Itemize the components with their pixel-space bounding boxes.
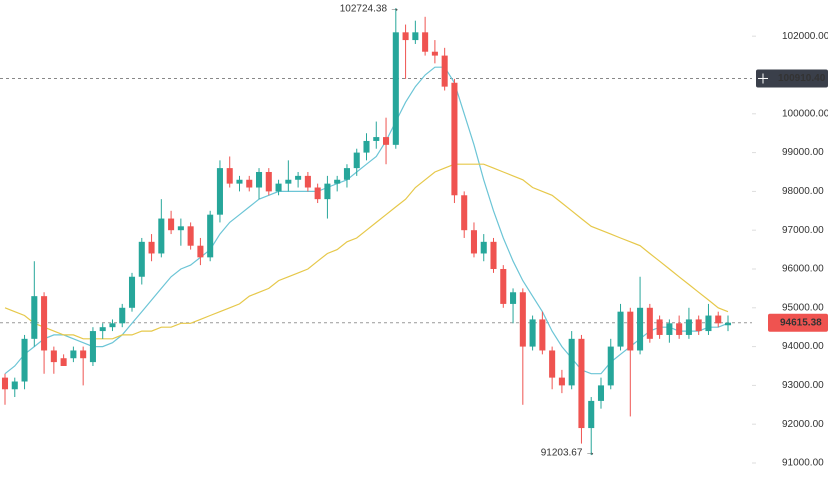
candle-body	[128, 276, 136, 308]
candle-body	[187, 226, 194, 246]
candle-body	[392, 32, 399, 145]
moving-average-line	[4, 66, 729, 375]
candle-body	[207, 214, 214, 258]
last-price-label: 94615.38	[780, 317, 822, 328]
extreme-price-label: 102724.38 →	[340, 4, 400, 15]
candle-body	[60, 358, 67, 366]
candle-body	[676, 323, 683, 335]
candle-body	[568, 338, 575, 386]
candle-body	[431, 51, 438, 56]
candle-body	[148, 241, 155, 254]
candle-body	[50, 350, 57, 363]
candle-body	[363, 140, 370, 153]
candle-body	[31, 296, 38, 339]
candle-body	[246, 179, 253, 188]
candle-body	[480, 241, 487, 254]
candle-body	[119, 307, 126, 324]
candle-body	[656, 319, 663, 335]
candle-body	[490, 241, 497, 269]
candle-body	[588, 400, 595, 429]
candle-body	[451, 82, 458, 196]
candle-body	[695, 319, 702, 332]
candle-body	[558, 377, 565, 386]
candle-body	[724, 322, 732, 326]
y-tick-label: 98000.00	[782, 186, 824, 197]
y-tick-label: 102000.00	[782, 31, 828, 42]
candle-body	[285, 179, 292, 184]
candle-body	[510, 292, 517, 304]
candle-body	[422, 32, 429, 52]
candle-body	[158, 218, 165, 254]
candle-body	[80, 350, 87, 359]
candle-body	[226, 168, 233, 184]
y-tick-label: 97000.00	[782, 225, 824, 236]
candle-body	[177, 226, 184, 231]
candle-body	[99, 327, 106, 332]
y-tick-label: 91000.00	[782, 458, 824, 469]
candle-body	[373, 137, 380, 141]
candle-body	[461, 195, 468, 231]
candle-body	[705, 315, 712, 332]
candle-body	[70, 350, 77, 359]
candle-body	[715, 315, 722, 324]
candle-body	[197, 245, 204, 258]
candle-body	[314, 187, 321, 200]
candle-body	[236, 179, 243, 184]
candle-body	[578, 338, 585, 429]
candle-body	[304, 175, 311, 188]
candle-body	[216, 168, 223, 215]
candle-body	[343, 168, 350, 180]
candle-body	[470, 230, 478, 254]
y-tick-label: 100000.00	[782, 108, 828, 119]
candle-body	[255, 171, 263, 188]
y-tick-label: 95000.00	[782, 302, 824, 313]
candle-body	[549, 350, 556, 378]
y-tick-label: 94000.00	[782, 341, 824, 352]
extreme-price-label: 91203.67 →	[541, 448, 596, 459]
y-tick-label: 93000.00	[782, 380, 824, 391]
candle-body	[412, 32, 419, 41]
y-tick-label: 92000.00	[782, 419, 824, 430]
crosshair-label-box	[756, 69, 828, 88]
candle-body	[11, 381, 18, 390]
candle-body	[607, 346, 614, 386]
candle-body	[646, 307, 653, 339]
candle-body	[441, 55, 448, 87]
candle-body	[275, 183, 282, 192]
candle-body	[324, 183, 331, 200]
y-tick-label: 103000.00	[782, 0, 828, 3]
candle-body	[597, 385, 605, 401]
candle-body	[109, 323, 116, 328]
last-price-label-box	[768, 313, 828, 332]
candle-body	[21, 338, 28, 382]
candle-body	[41, 296, 48, 351]
candle-body	[295, 175, 302, 180]
candle-body	[666, 323, 673, 335]
candle-body	[519, 292, 526, 347]
candle-body	[353, 152, 360, 169]
candle-body	[627, 311, 634, 351]
candle-body	[539, 319, 546, 351]
candle-body	[89, 331, 96, 363]
y-tick-label: 96000.00	[782, 264, 824, 275]
candle-body	[529, 319, 536, 347]
moving-average-line	[4, 163, 729, 340]
y-tick-label: 99000.00	[782, 147, 824, 158]
crosshair-label: 100910.40	[778, 73, 826, 84]
candle-body	[617, 311, 624, 347]
candle-body	[500, 268, 507, 304]
candle-body	[383, 137, 390, 145]
candle-body	[402, 32, 409, 41]
candle-body	[265, 171, 272, 192]
candle-body	[168, 218, 175, 231]
candle-body	[685, 319, 692, 335]
candle-body	[334, 179, 341, 184]
candle-body	[637, 307, 644, 351]
candle-body	[138, 241, 145, 277]
candle-body	[1, 377, 9, 390]
